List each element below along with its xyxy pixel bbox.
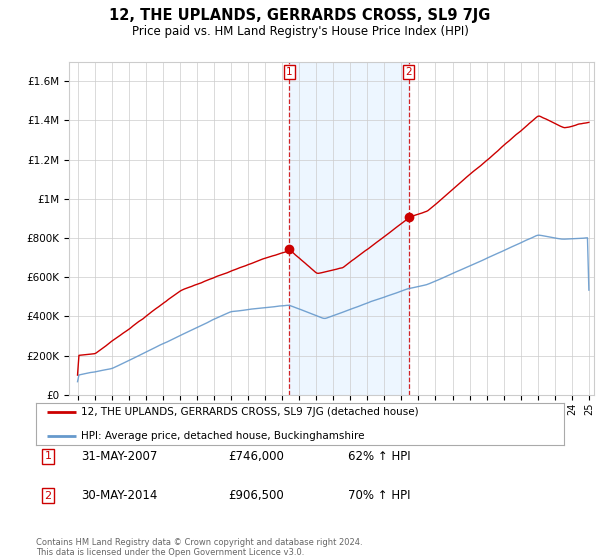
Text: 1: 1 xyxy=(44,451,52,461)
Text: 2: 2 xyxy=(405,67,412,77)
Text: £746,000: £746,000 xyxy=(228,450,284,463)
Text: 70% ↑ HPI: 70% ↑ HPI xyxy=(348,489,410,502)
Text: HPI: Average price, detached house, Buckinghamshire: HPI: Average price, detached house, Buck… xyxy=(81,431,364,441)
Text: 1: 1 xyxy=(286,67,293,77)
Bar xyxy=(289,62,409,395)
Text: 12, THE UPLANDS, GERRARDS CROSS, SL9 7JG: 12, THE UPLANDS, GERRARDS CROSS, SL9 7JG xyxy=(109,8,491,24)
Text: £906,500: £906,500 xyxy=(228,489,284,502)
Text: 2: 2 xyxy=(44,491,52,501)
Text: Contains HM Land Registry data © Crown copyright and database right 2024.
This d: Contains HM Land Registry data © Crown c… xyxy=(36,538,362,557)
Text: 62% ↑ HPI: 62% ↑ HPI xyxy=(348,450,410,463)
Text: 30-MAY-2014: 30-MAY-2014 xyxy=(81,489,157,502)
Text: Price paid vs. HM Land Registry's House Price Index (HPI): Price paid vs. HM Land Registry's House … xyxy=(131,25,469,38)
Text: 12, THE UPLANDS, GERRARDS CROSS, SL9 7JG (detached house): 12, THE UPLANDS, GERRARDS CROSS, SL9 7JG… xyxy=(81,408,419,417)
Text: 31-MAY-2007: 31-MAY-2007 xyxy=(81,450,157,463)
